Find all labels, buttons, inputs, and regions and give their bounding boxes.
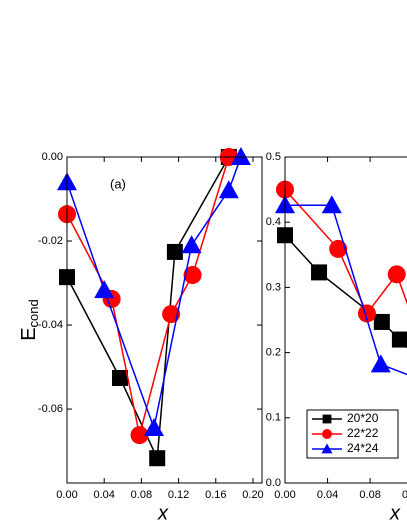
square-marker: [373, 313, 390, 330]
plot: [57, 147, 251, 467]
triangle-marker: [218, 180, 239, 199]
legend-label: 20*20: [347, 411, 379, 425]
y-tick-label: 0.1: [266, 412, 281, 424]
x-tick-label: 0.08: [131, 489, 152, 501]
y-tick-label: 0.5: [266, 151, 281, 163]
square-marker: [112, 369, 129, 386]
x-tick-label: 0.00: [274, 489, 295, 501]
series-line: [285, 204, 407, 376]
annotation: (a): [110, 176, 126, 191]
triangle-marker: [230, 147, 251, 165]
circle-marker: [130, 426, 149, 445]
series-line: [284, 189, 407, 315]
y-axis-label: Econd: [18, 299, 41, 341]
square-marker: [166, 243, 183, 260]
x-tick-label: 0.04: [93, 489, 114, 501]
triangle-marker: [143, 417, 164, 436]
x-tick-label: 0.08: [359, 489, 380, 501]
circle-marker: [357, 304, 376, 323]
legend-marker: [321, 443, 333, 454]
legend-marker: [322, 414, 332, 424]
square-marker: [311, 264, 328, 281]
y-tick-label: 0.3: [266, 281, 281, 293]
y-tick-label: 0.2: [266, 347, 281, 359]
triangle-marker: [94, 280, 115, 299]
y-tick-label: -0.02: [38, 235, 63, 247]
circle-marker: [329, 239, 348, 258]
x-tick-label: 0.12: [402, 489, 407, 501]
y-label-sub: cond: [26, 299, 41, 327]
triangle-marker: [370, 354, 391, 373]
x-tick-label: 0.16: [205, 489, 226, 501]
x-axis-label: x: [157, 502, 169, 524]
plot-frame: [66, 156, 263, 484]
y-tick-label: 0.00: [42, 151, 63, 163]
circle-marker: [183, 266, 202, 285]
circle-marker: [162, 305, 181, 324]
square-marker: [149, 450, 166, 467]
circle-marker: [387, 265, 406, 284]
y-tick-label: 0.4: [266, 216, 281, 228]
x-axis-label: x: [389, 502, 401, 524]
y-tick-label: -0.06: [38, 403, 63, 415]
y-label-main: E: [18, 327, 40, 340]
plot-frame: [284, 156, 407, 484]
legend-label: 24*24: [347, 441, 379, 455]
y-tick-label: -0.04: [38, 319, 63, 331]
x-tick-label: 0.12: [168, 489, 189, 501]
plot: [275, 180, 407, 376]
x-tick-label: 0.20: [242, 489, 263, 501]
legend-marker: [322, 429, 332, 439]
triangle-marker: [321, 195, 342, 214]
x-tick-label: 0.00: [56, 489, 77, 501]
triangle-marker: [181, 235, 202, 254]
x-tick-label: 0.04: [317, 489, 338, 501]
square-marker: [391, 331, 407, 348]
series-line: [66, 156, 242, 431]
legend-label: 22*22: [347, 426, 379, 440]
y-tick-label: 0.0: [266, 477, 281, 489]
